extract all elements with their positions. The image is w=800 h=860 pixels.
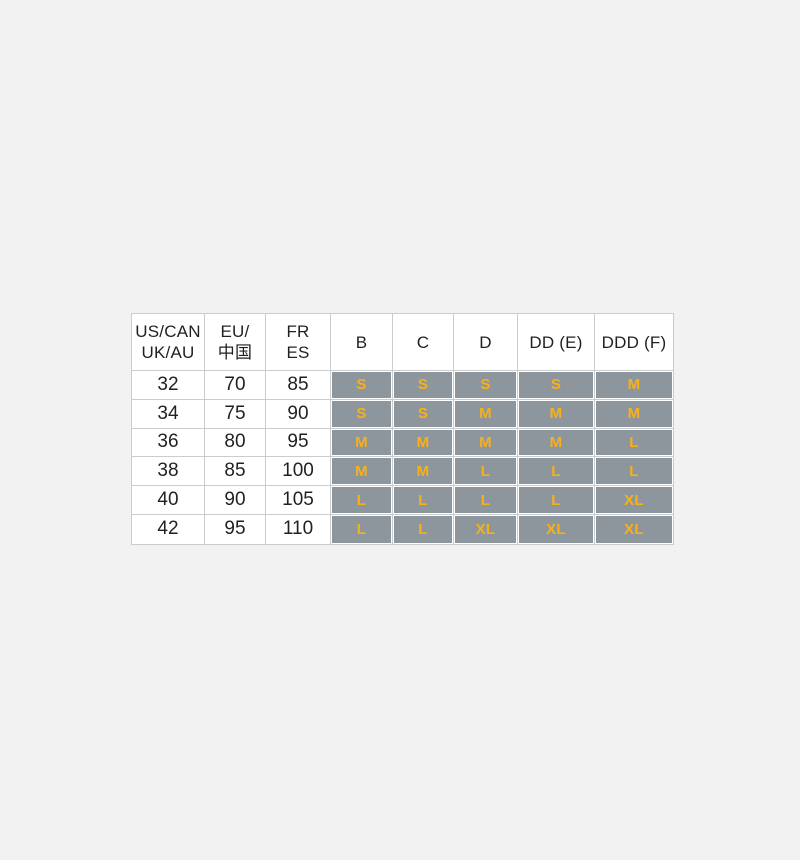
header-label: EU/: [220, 322, 250, 341]
cup-size-cell: L: [393, 486, 454, 515]
band-size-cell: 90: [205, 486, 266, 515]
cup-size-cell: M: [454, 428, 518, 458]
cup-size-cell: L: [393, 514, 454, 544]
cup-size-cell: L: [331, 486, 393, 515]
cup-size-cell: L: [518, 457, 595, 487]
band-size-cell: 80: [205, 428, 266, 458]
size-letter: M: [519, 400, 593, 427]
size-letter: L: [455, 487, 516, 513]
header-cell-cup-d: D: [454, 314, 518, 371]
header-cell-fr-es: FR ES: [266, 314, 331, 371]
size-letter: M: [394, 458, 452, 485]
size-letter: L: [394, 487, 452, 513]
header-label: ES: [286, 343, 310, 362]
header-cell-cup-c: C: [393, 314, 454, 371]
cup-size-cell: M: [393, 428, 454, 458]
header-cell-us-can-uk-au: US/CAN UK/AU: [132, 314, 205, 371]
size-letter: XL: [596, 487, 672, 513]
cup-size-cell: S: [393, 399, 454, 429]
band-size-cell: 40: [132, 486, 205, 515]
header-cell-cup-dd-e: DD (E): [518, 314, 595, 371]
cup-size-cell: S: [454, 371, 518, 400]
size-letter: L: [519, 458, 593, 485]
header-label: UK/AU: [141, 343, 195, 362]
cup-size-cell: M: [518, 399, 595, 429]
cup-size-cell: M: [331, 457, 393, 487]
band-size-cell: 38: [132, 457, 205, 487]
cup-size-cell: L: [331, 514, 393, 544]
header-label: DDD (F): [601, 332, 667, 352]
size-letter: XL: [596, 515, 672, 543]
band-size-cell: 100: [266, 457, 331, 487]
size-letter: L: [596, 429, 672, 456]
band-size-cell: 32: [132, 371, 205, 400]
header-label: 中国: [217, 343, 253, 362]
size-letter: M: [596, 372, 672, 398]
cup-size-cell: L: [454, 486, 518, 515]
header-label: C: [416, 332, 430, 352]
cup-size-cell: XL: [454, 514, 518, 544]
band-size-cell: 85: [205, 457, 266, 487]
size-letter: S: [332, 400, 391, 427]
size-letter: S: [394, 400, 452, 427]
header-cell-cup-ddd-f: DDD (F): [595, 314, 673, 371]
band-size-cell: 70: [205, 371, 266, 400]
size-letter: M: [455, 429, 516, 456]
cup-size-cell: S: [331, 371, 393, 400]
cup-size-cell: M: [393, 457, 454, 487]
band-size-cell: 34: [132, 399, 205, 429]
size-letter: L: [519, 487, 593, 513]
header-label: FR: [286, 322, 310, 341]
band-size-cell: 95: [205, 514, 266, 544]
header-label: B: [355, 332, 368, 352]
size-letter: L: [332, 487, 391, 513]
size-letter: L: [332, 515, 391, 543]
size-letter: XL: [519, 515, 593, 543]
cup-size-cell: L: [454, 457, 518, 487]
size-letter: S: [519, 372, 593, 398]
cup-size-cell: S: [393, 371, 454, 400]
band-size-cell: 90: [266, 399, 331, 429]
header-label: D: [479, 332, 492, 352]
size-letter: XL: [455, 515, 516, 543]
size-letter: M: [596, 400, 672, 427]
size-chart-table: US/CAN UK/AU EU/ 中国 FR ES B C D DD (E) D…: [131, 313, 674, 545]
header-label: DD (E): [529, 332, 583, 352]
band-size-cell: 36: [132, 428, 205, 458]
band-size-cell: 85: [266, 371, 331, 400]
size-letter: S: [394, 372, 452, 398]
band-size-cell: 105: [266, 486, 331, 515]
size-letter: L: [596, 458, 672, 485]
band-size-cell: 42: [132, 514, 205, 544]
size-letter: M: [455, 400, 516, 427]
size-letter: M: [394, 429, 452, 456]
header-cell-cup-b: B: [331, 314, 393, 371]
size-letter: L: [394, 515, 452, 543]
size-letter: S: [455, 372, 516, 398]
header-cell-eu-cn: EU/ 中国: [205, 314, 266, 371]
cup-size-cell: L: [595, 457, 673, 487]
band-size-cell: 75: [205, 399, 266, 429]
cup-size-cell: L: [518, 486, 595, 515]
cup-size-cell: S: [518, 371, 595, 400]
cup-size-cell: M: [454, 399, 518, 429]
size-letter: S: [332, 372, 391, 398]
cup-size-cell: XL: [595, 515, 673, 544]
cup-size-cell: S: [331, 399, 393, 429]
cup-size-cell: M: [331, 428, 393, 458]
cup-size-cell: M: [518, 428, 595, 458]
size-letter: L: [455, 458, 516, 485]
size-letter: M: [332, 429, 391, 456]
cup-size-cell: M: [595, 371, 673, 400]
size-letter: M: [332, 458, 391, 485]
cup-size-cell: L: [595, 429, 673, 458]
cup-size-cell: XL: [595, 486, 673, 515]
header-label: US/CAN: [135, 322, 201, 341]
size-letter: M: [519, 429, 593, 456]
cup-size-cell: M: [595, 400, 673, 429]
band-size-cell: 110: [266, 514, 331, 544]
cup-size-cell: XL: [518, 514, 595, 544]
band-size-cell: 95: [266, 428, 331, 458]
